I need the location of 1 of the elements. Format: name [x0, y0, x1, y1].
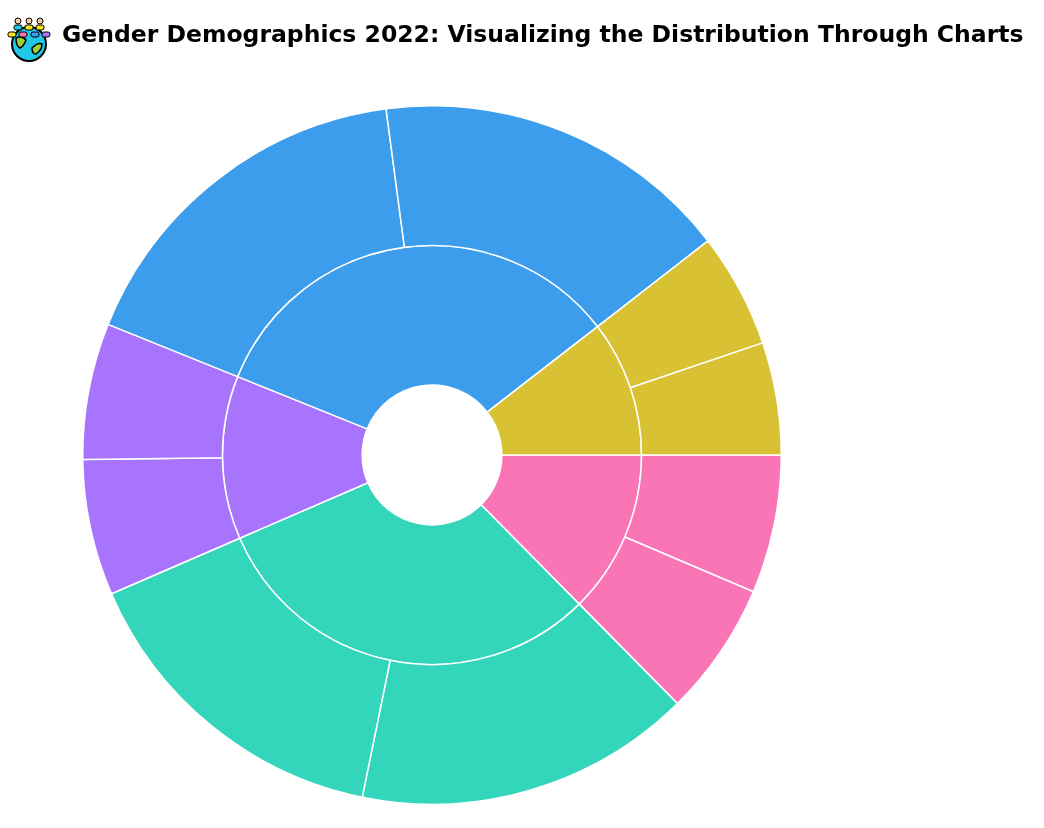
chart-title: Gender Demographics 2022: Visualizing the Distribution Through Charts — [62, 20, 1024, 48]
